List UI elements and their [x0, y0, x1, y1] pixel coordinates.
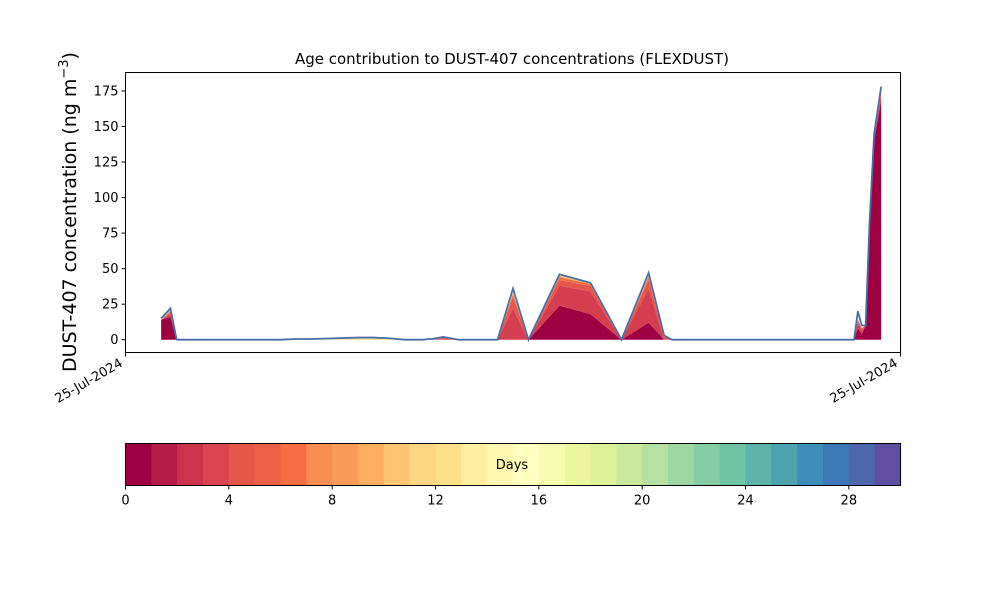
colorbar-segment — [848, 443, 876, 486]
area-series-5 — [161, 89, 882, 340]
colorbar-tick-label: 12 — [427, 494, 444, 509]
y-tick-label: 0 — [110, 333, 118, 348]
colorbar-tick-label: 16 — [531, 494, 548, 509]
y-tick-label: 75 — [102, 227, 119, 242]
area-series-1 — [161, 95, 882, 340]
colorbar-segment — [771, 443, 798, 486]
x-axis: 25-Jul-2024 25-Jul-2024 — [53, 352, 901, 407]
colorbar-tick-label: 28 — [841, 494, 858, 509]
colorbar-tick-label: 24 — [737, 494, 754, 509]
colorbar-segment — [409, 443, 437, 486]
y-axis-label-main: DUST-407 concentration (ng m — [59, 79, 81, 372]
y-tick-label: 50 — [102, 262, 119, 277]
colorbar-tick-label: 20 — [634, 494, 651, 509]
colorbar-segment — [383, 443, 411, 486]
y-tick-label: 125 — [94, 156, 119, 171]
colorbar-segment — [797, 443, 824, 486]
y-axis: 0 25 50 75 100 125 150 175 — [94, 84, 126, 348]
chart-title: Age contribution to DUST-407 concentrati… — [295, 50, 729, 68]
y-tick-label: 150 — [94, 120, 119, 135]
y-tick-label: 175 — [94, 84, 119, 99]
colorbar-tick-label: 4 — [225, 494, 233, 509]
colorbar-segment — [745, 443, 772, 486]
colorbar-segment — [538, 443, 566, 486]
y-tick-label: 100 — [94, 191, 119, 206]
area-series-4 — [161, 90, 882, 340]
colorbar-segment — [125, 443, 152, 486]
y-axis-label-superscript: −3 — [57, 59, 72, 78]
plot-area — [160, 86, 883, 343]
colorbar-tick-label: 8 — [328, 494, 336, 509]
colorbar-segment — [668, 443, 695, 486]
colorbar-tick-label: 0 — [121, 494, 129, 509]
colorbar-segment — [280, 443, 307, 486]
colorbar-segment — [823, 443, 850, 486]
colorbar-segment — [693, 443, 721, 486]
colorbar-segment — [435, 443, 462, 486]
y-tick-label: 25 — [102, 298, 119, 313]
colorbar-label: Days — [496, 458, 529, 473]
total-line — [160, 86, 883, 343]
colorbar-segment — [228, 443, 256, 486]
colorbar-segment — [564, 443, 592, 486]
area-series-0 — [161, 100, 882, 340]
colorbar-frame — [125, 443, 901, 486]
colorbar-segment — [306, 443, 333, 486]
colorbar-segment — [616, 443, 643, 486]
axes-frame — [125, 72, 901, 353]
area-series-2 — [161, 92, 882, 340]
area-series-3 — [161, 90, 882, 340]
colorbar-segment — [461, 443, 488, 486]
colorbar: 0 4 8 12 16 20 24 28 — [121, 443, 902, 509]
colorbar-segment — [332, 443, 359, 486]
colorbar-segment — [874, 443, 902, 486]
colorbar-segment — [487, 443, 514, 486]
x-tick-label: 25-Jul-2024 — [828, 356, 901, 407]
colorbar-segment — [203, 443, 230, 486]
colorbar-segment — [642, 443, 669, 486]
colorbar-segment — [151, 443, 178, 486]
colorbar-segment — [177, 443, 204, 486]
y-axis-label: DUST-407 concentration (ng m−3) — [57, 52, 81, 372]
colorbar-segment — [254, 443, 282, 486]
colorbar-segment — [719, 443, 747, 486]
y-axis-label-close: ) — [59, 52, 81, 59]
colorbar-segment — [513, 443, 540, 486]
area-series-6 — [161, 89, 882, 340]
colorbar-segment — [590, 443, 617, 486]
colorbar-segment — [358, 443, 385, 486]
